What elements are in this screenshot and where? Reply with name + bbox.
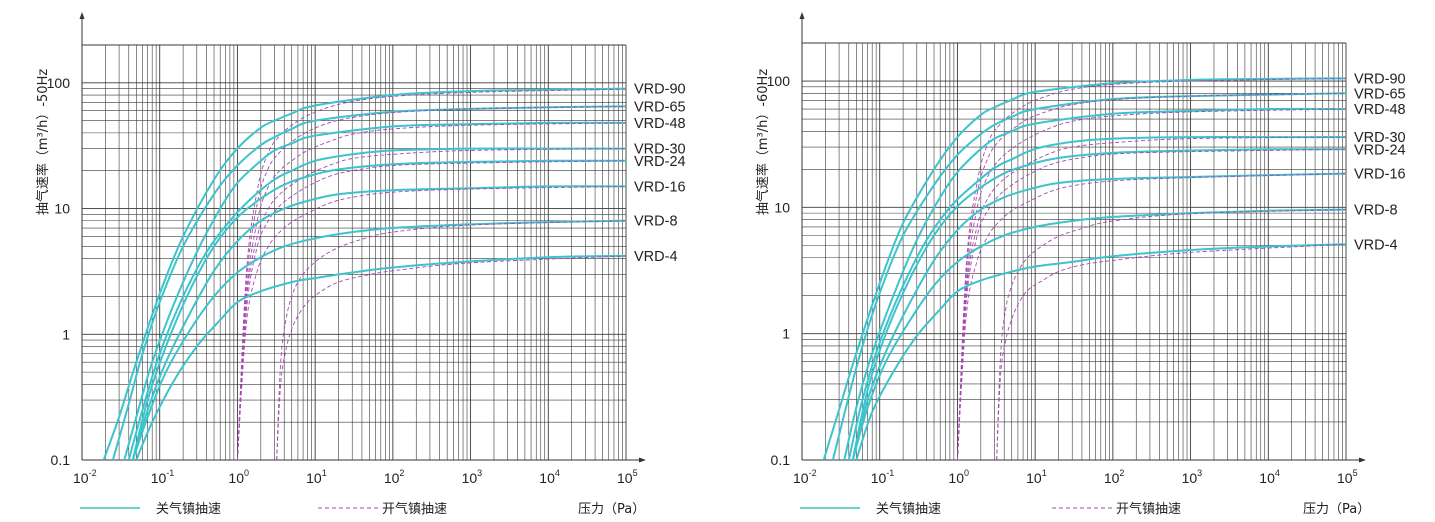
series-line-vrd-24-closed	[851, 148, 1347, 461]
chart-60hz: 10-2 10-1 100 101 102 103 104 1050.1110100抽气速率（…	[755, 12, 1406, 486]
series-label-vrd-48: VRD-48	[1354, 102, 1406, 118]
series-label-vrd-24: VRD-24	[1354, 142, 1406, 158]
grid	[801, 42, 1347, 461]
series-label-vrd-30: VRD-30	[634, 142, 686, 158]
series-line-vrd-48-open	[236, 122, 627, 461]
series-line-vrd-4-open	[276, 255, 627, 461]
y-axis-label: 抽气速率（m³/h）-50Hz	[35, 69, 51, 216]
x-tick-label: 104	[539, 468, 560, 486]
x-tick-label: 10-1	[871, 468, 895, 486]
series-line-vrd-65-closed	[111, 105, 627, 461]
x-axis-label: 压力（Pa）	[578, 502, 645, 517]
y-tick-label: 0.1	[771, 452, 791, 468]
x-tick-label: 100	[228, 468, 249, 486]
x-tick-label: 101	[306, 468, 327, 486]
x-tick-label: 102	[384, 468, 405, 486]
series-line-vrd-4-open	[996, 243, 1347, 461]
y-axis-arrow	[79, 12, 85, 19]
y-tick-label: 1	[782, 326, 790, 342]
x-tick-label: 10-2	[793, 468, 817, 486]
series-label-vrd-16: VRD-16	[634, 179, 686, 195]
series-label-vrd-8: VRD-8	[634, 214, 678, 230]
series-line-vrd-8-open	[276, 220, 627, 461]
legend-50hz: 关气镇抽速 开气镇抽速 压力（Pa）	[80, 501, 645, 517]
chart-50hz: 10-2 10-1 100 101 102 103 104 1050.1110100抽气速率（…	[35, 12, 686, 486]
series-line-vrd-16-open	[236, 185, 627, 461]
series-label-vrd-4: VRD-4	[634, 249, 678, 265]
y-tick-label: 100	[767, 73, 791, 89]
x-tick-label: 101	[1026, 468, 1047, 486]
x-tick-label: 105	[1337, 468, 1358, 486]
y-tick-label: 10	[54, 201, 70, 217]
x-tick-label: 10-2	[73, 468, 97, 486]
series-line-vrd-8-open	[996, 209, 1347, 461]
series-line-vrd-30-closed	[127, 147, 626, 461]
series-line-vrd-30-open	[236, 148, 627, 461]
series-line-vrd-16-closed	[851, 172, 1347, 461]
series-line-vrd-4-closed	[855, 243, 1347, 461]
x-tick-label: 105	[617, 468, 638, 486]
series-group	[102, 87, 627, 461]
x-axis-arrow	[639, 457, 646, 463]
x-tick-label: 103	[462, 468, 483, 486]
x-tick-label: 102	[1104, 468, 1125, 486]
x-tick-label: 103	[1182, 468, 1203, 486]
series-line-vrd-48-open	[956, 108, 1347, 461]
series-label-vrd-65: VRD-65	[1354, 86, 1406, 102]
x-axis-arrow	[1359, 457, 1366, 463]
legend-open-label: 开气镇抽速	[1116, 501, 1181, 517]
series-line-vrd-30-closed	[847, 135, 1346, 461]
series-line-vrd-90-open	[956, 77, 1347, 461]
series-label-vrd-30: VRD-30	[1354, 130, 1406, 146]
series-line-vrd-16-open	[956, 173, 1347, 461]
x-tick-label: 104	[1259, 468, 1280, 486]
series-label-vrd-90: VRD-90	[1354, 71, 1406, 87]
series-line-vrd-90-closed	[102, 87, 627, 461]
y-axis-label: 抽气速率（m³/h）-60Hz	[755, 69, 771, 216]
series-label-vrd-48: VRD-48	[634, 116, 686, 132]
series-label-vrd-16: VRD-16	[1354, 167, 1406, 183]
x-tick-label: 100	[948, 468, 969, 486]
series-line-vrd-24-closed	[131, 159, 627, 461]
series-label-vrd-65: VRD-65	[634, 99, 686, 115]
series-line-vrd-90-open	[236, 88, 627, 461]
legend-closed-label: 关气镇抽速	[876, 501, 941, 517]
series-group	[822, 77, 1347, 461]
series-line-vrd-24-open	[956, 148, 1347, 461]
series-line-vrd-30-open	[956, 136, 1347, 461]
series-line-vrd-48-closed	[123, 121, 627, 461]
legend-open-label: 开气镇抽速	[382, 501, 447, 517]
series-line-vrd-48-closed	[843, 107, 1347, 461]
series-label-vrd-8: VRD-8	[1354, 203, 1398, 219]
legend-60hz: 关气镇抽速 开气镇抽速 压力（Pa）	[800, 501, 1370, 517]
y-axis-arrow	[799, 12, 805, 19]
y-tick-label: 10	[774, 199, 790, 215]
series-line-vrd-24-open	[236, 160, 627, 461]
x-tick-label: 10-1	[151, 468, 175, 486]
series-line-vrd-90-closed	[822, 77, 1347, 461]
series-line-vrd-8-closed	[131, 219, 627, 461]
series-label-vrd-4: VRD-4	[1354, 237, 1398, 253]
series-line-vrd-4-closed	[135, 254, 627, 461]
series-line-vrd-16-closed	[131, 185, 627, 461]
series-line-vrd-65-open	[236, 105, 627, 461]
series-label-vrd-90: VRD-90	[634, 82, 686, 98]
series-label-vrd-24: VRD-24	[634, 154, 686, 170]
y-tick-label: 0.1	[51, 452, 71, 468]
legend-closed-label: 关气镇抽速	[156, 501, 221, 517]
series-line-vrd-8-closed	[851, 208, 1347, 461]
x-axis-label: 压力（Pa）	[1303, 502, 1370, 517]
y-tick-label: 100	[47, 75, 71, 91]
y-tick-label: 1	[62, 326, 70, 342]
